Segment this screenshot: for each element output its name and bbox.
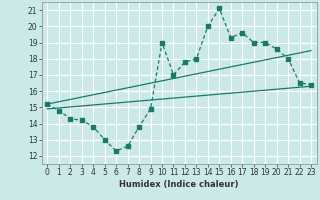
X-axis label: Humidex (Indice chaleur): Humidex (Indice chaleur): [119, 180, 239, 189]
